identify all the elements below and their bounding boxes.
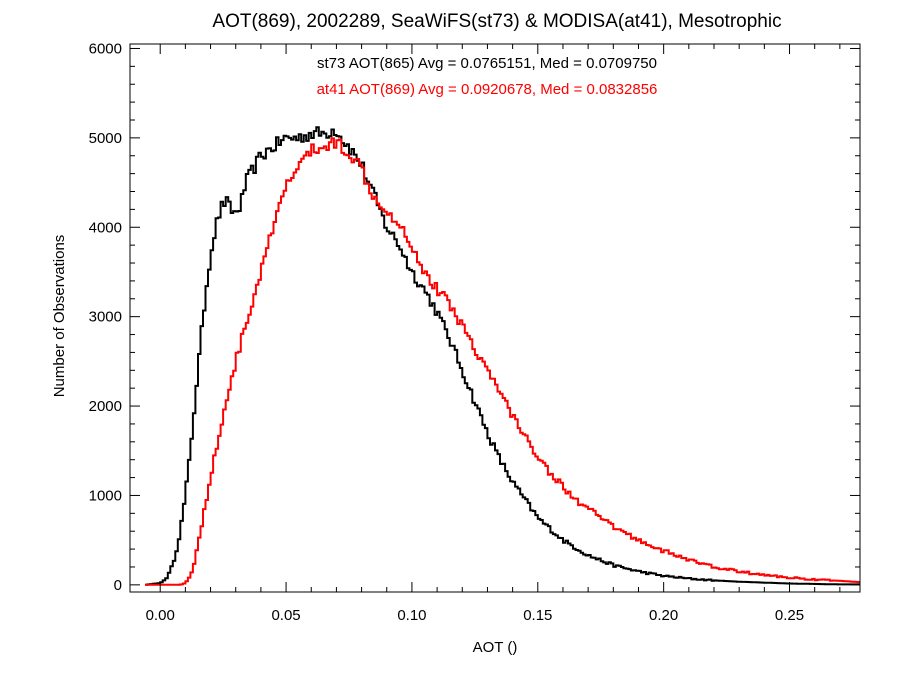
- series-st73-histogram: [145, 126, 860, 586]
- legend-entry-at41: at41 AOT(869) Avg = 0.0920678, Med = 0.0…: [317, 81, 658, 98]
- chart-title: AOT(869), 2002289, SeaWiFS(st73) & MODIS…: [212, 11, 781, 32]
- series-at41-histogram: [145, 137, 860, 586]
- y-tick-label: 3000: [89, 309, 122, 326]
- y-tick-label: 5000: [89, 130, 122, 147]
- x-axis-label: AOT (): [473, 639, 518, 656]
- x-tick-label: 0.00: [146, 607, 175, 624]
- axis-ticks: 0.00 0.05 0.10 0.15 0.20 0.25 0 1000 2000 3000 400…: [89, 40, 860, 624]
- y-axis-label: Number of Observations: [51, 235, 68, 398]
- y-tick-label: 4000: [89, 219, 122, 236]
- x-tick-label: 0.25: [775, 607, 804, 624]
- x-tick-label: 0.05: [271, 607, 300, 624]
- y-tick-label: 6000: [89, 40, 122, 57]
- x-tick-label: 0.20: [649, 607, 678, 624]
- x-tick-label: 0.10: [397, 607, 426, 624]
- plot-frame: [129, 43, 861, 593]
- y-tick-label: 2000: [89, 398, 122, 415]
- series-layer: [145, 126, 860, 586]
- legend-entry-st73: st73 AOT(865) Avg = 0.0765151, Med = 0.0…: [317, 55, 657, 72]
- y-tick-label: 0: [114, 577, 122, 594]
- y-tick-label: 1000: [89, 487, 122, 504]
- x-tick-label: 0.15: [523, 607, 552, 624]
